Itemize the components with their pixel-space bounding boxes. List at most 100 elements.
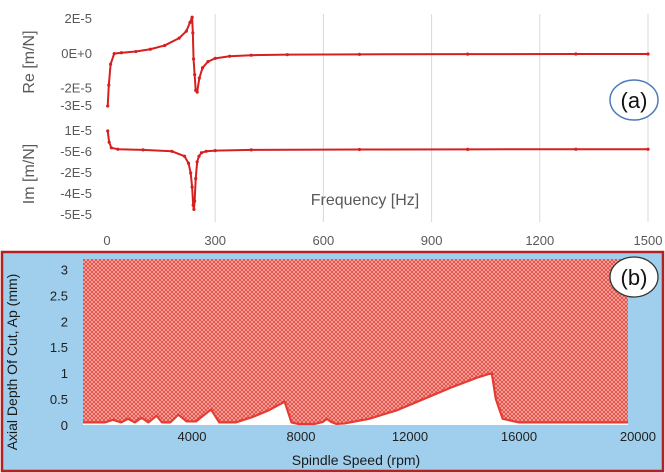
series-line (106, 16, 648, 107)
stability-lobes (83, 259, 628, 426)
data-point (228, 54, 232, 58)
imag-series (106, 129, 650, 211)
real-y-tick-labels: 2E-5 0E+0 -2E-5 -3E-5 (60, 11, 92, 113)
data-point (249, 148, 253, 152)
freq-x-tick-label: 0 (103, 233, 110, 248)
data-point (190, 15, 194, 19)
data-point (163, 43, 167, 48)
freq-x-tick-label: 1200 (525, 233, 554, 248)
data-point (466, 52, 470, 56)
data-point (119, 51, 124, 55)
panel-b-label: (b) (609, 256, 659, 298)
real-series (106, 15, 650, 108)
data-point (213, 149, 217, 153)
depth-y-tick-label: 3 (61, 262, 68, 277)
depth-y-tick-label: 0.5 (50, 392, 68, 407)
depth-y-tick-labels: 3 2.5 2 1.5 1 0.5 0 (50, 262, 68, 433)
real-y-tick-label: 0E+0 (61, 46, 92, 61)
real-y-tick-label: -2E-5 (60, 81, 92, 96)
depth-y-tick-label: 1.5 (50, 340, 68, 355)
data-point (177, 36, 181, 40)
data-point (109, 62, 113, 66)
data-point (189, 171, 193, 175)
real-y-tick-label: -3E-5 (60, 98, 92, 113)
data-point (357, 147, 362, 152)
data-point (186, 161, 191, 165)
data-point (193, 199, 197, 203)
data-point (188, 20, 192, 25)
data-point (204, 149, 208, 153)
data-point (170, 149, 174, 153)
real-y-axis-label: Re [m/N] (21, 30, 38, 93)
data-point (134, 49, 138, 54)
real-part-subplot: 2E-5 0E+0 -2E-5 -3E-5 Re [m/N] (21, 11, 650, 113)
data-point (148, 47, 152, 51)
svg-text:(a): (a) (621, 88, 648, 113)
data-point (574, 147, 578, 151)
speed-x-tick-labels: 4000 8000 12000 16000 20000 (178, 429, 656, 444)
stability-boundary (83, 372, 628, 426)
panel-a-gridlines (214, 14, 649, 222)
data-point (191, 31, 195, 35)
real-y-tick-label: 2E-5 (65, 11, 92, 26)
panel-a-label: (a) (609, 79, 659, 121)
speed-x-tick-label: 12000 (392, 429, 428, 444)
panel-a: 2E-5 0E+0 -2E-5 -3E-5 Re [m/N] 1E-5 -5E-6 -2E… (21, 11, 662, 248)
panel-b: 3 2.5 2 1.5 1 0.5 0 4000 8000 12000 16000 20000 Ax… (0, 250, 665, 473)
speed-x-tick-label: 8000 (287, 429, 316, 444)
unstable-region (83, 259, 628, 424)
speed-axis-label: Spindle Speed (rpm) (292, 452, 420, 468)
data-point (574, 52, 578, 56)
imag-y-tick-label: 1E-5 (65, 123, 92, 138)
speed-x-tick-label: 4000 (178, 429, 207, 444)
speed-x-tick-label: 16000 (501, 429, 537, 444)
freq-x-tick-label: 1500 (634, 233, 663, 248)
imag-y-tick-label: -2E-5 (60, 165, 92, 180)
data-point (112, 52, 116, 56)
data-point (191, 203, 195, 207)
data-point (199, 151, 204, 155)
data-point (195, 160, 199, 164)
depth-y-tick-label: 2.5 (50, 288, 68, 303)
data-point (646, 52, 650, 56)
svg-text:(b): (b) (621, 265, 648, 290)
data-point (466, 147, 470, 151)
depth-axis-label: Axial Depth Of Cut, Ap (mm) (4, 274, 20, 451)
data-point (116, 147, 120, 151)
freq-x-tick-label: 900 (421, 233, 443, 248)
data-point (197, 154, 201, 158)
depth-y-tick-label: 0 (61, 418, 68, 433)
data-point (190, 185, 194, 189)
data-point (197, 76, 201, 80)
data-point (192, 207, 196, 211)
imag-y-tick-label: -4E-5 (60, 186, 92, 201)
data-point (109, 146, 113, 150)
data-point (206, 60, 210, 64)
freq-x-tick-label: 600 (313, 233, 335, 248)
data-point (646, 147, 650, 151)
freq-x-tick-label: 300 (204, 233, 226, 248)
data-point (249, 53, 253, 57)
data-point (184, 29, 188, 33)
data-point (191, 57, 196, 61)
data-point (194, 177, 198, 181)
data-point (107, 140, 111, 144)
data-point (193, 73, 197, 77)
imag-y-axis-label: Im [m/N] (21, 144, 38, 204)
data-point (106, 104, 110, 108)
depth-y-tick-label: 1 (61, 366, 68, 381)
data-point (141, 148, 145, 152)
data-point (195, 90, 199, 94)
imag-y-tick-labels: 1E-5 -5E-6 -2E-5 -4E-5 -5E-5 (60, 123, 92, 222)
frequency-axis-label: Frequency [Hz] (311, 192, 419, 209)
data-point (213, 56, 217, 60)
frequency-x-tick-labels: 0 300 600 900 1200 1500 (103, 233, 662, 248)
imag-part-subplot: 1E-5 -5E-6 -2E-5 -4E-5 -5E-5 Im [m/N] Freque… (21, 123, 650, 222)
speed-x-tick-label: 20000 (620, 429, 656, 444)
imag-y-tick-label: -5E-6 (60, 144, 92, 159)
data-point (182, 154, 187, 158)
data-point (106, 129, 110, 133)
data-point (285, 53, 289, 57)
imag-y-tick-label: -5E-5 (60, 207, 92, 222)
